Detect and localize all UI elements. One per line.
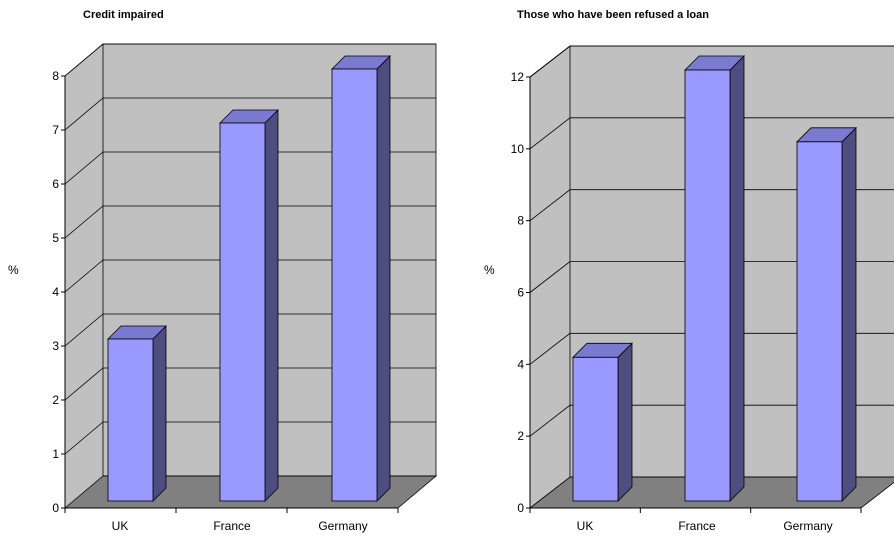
chart1-title: Credit impaired [83,9,164,21]
bar-side [617,342,633,502]
x-tick-label: France [678,519,716,533]
chart-1: 0 1 2 3 4 5 6 7 8 UK France Germany [52,43,438,533]
gridline [529,261,894,293]
gridline [64,421,436,455]
gridline [64,205,436,239]
bar-front [684,69,731,502]
bar-uk [107,325,167,502]
bar-side [376,55,391,502]
bar-front [331,68,378,502]
y-tick-label: 3 [52,339,59,353]
bar-uk [572,342,633,502]
bar-germany [331,55,391,502]
bar-front [107,338,154,502]
gridline [529,404,894,437]
y-tick-label: 2 [517,429,524,443]
gridline [64,259,436,293]
gridline [64,367,436,401]
y-tick-label: 4 [52,285,59,299]
chart1-y-axis-label: % [8,263,19,277]
gridline [64,151,436,185]
chart2-y-axis-label: % [484,263,495,277]
y-tick-label: 12 [511,70,525,84]
x-tick-label: Germany [318,519,367,533]
y-tick-label: 8 [52,69,59,83]
gridline [529,117,894,150]
bar-france [684,55,745,502]
bar-front [572,356,619,502]
y-tick-label: 2 [52,393,59,407]
chart2-title: Those who have been refused a loan [517,9,709,21]
y-tick-label: 6 [52,177,59,191]
bar-front [219,122,266,502]
bar-side [152,325,167,502]
bar-side [729,55,745,502]
gridline [64,313,436,347]
chart-2: 0 2 4 6 8 10 12 UK France Germany [511,45,894,533]
bar-side [264,109,279,502]
gridline [64,97,436,131]
y-tick-label: 0 [517,501,524,515]
y-tick-label: 8 [517,214,524,228]
y-tick-label: 10 [511,142,525,156]
bar-front [796,141,843,502]
x-tick-label: UK [112,519,129,533]
y-tick-label: 1 [52,447,59,461]
gridline [529,45,894,78]
y-tick-label: 4 [517,357,524,371]
bar-germany [796,126,857,502]
gridline [529,189,894,221]
y-tick-label: 0 [52,501,59,515]
bar-side [841,126,857,502]
gridline [64,43,436,77]
x-tick-label: Germany [783,519,832,533]
bar-france [219,109,279,502]
gridline [529,332,894,365]
y-tick-label: 7 [52,123,59,137]
y-tick-label: 6 [517,286,524,300]
x-tick-label: UK [577,519,594,533]
y-tick-label: 5 [52,231,59,245]
x-tick-label: France [213,519,251,533]
